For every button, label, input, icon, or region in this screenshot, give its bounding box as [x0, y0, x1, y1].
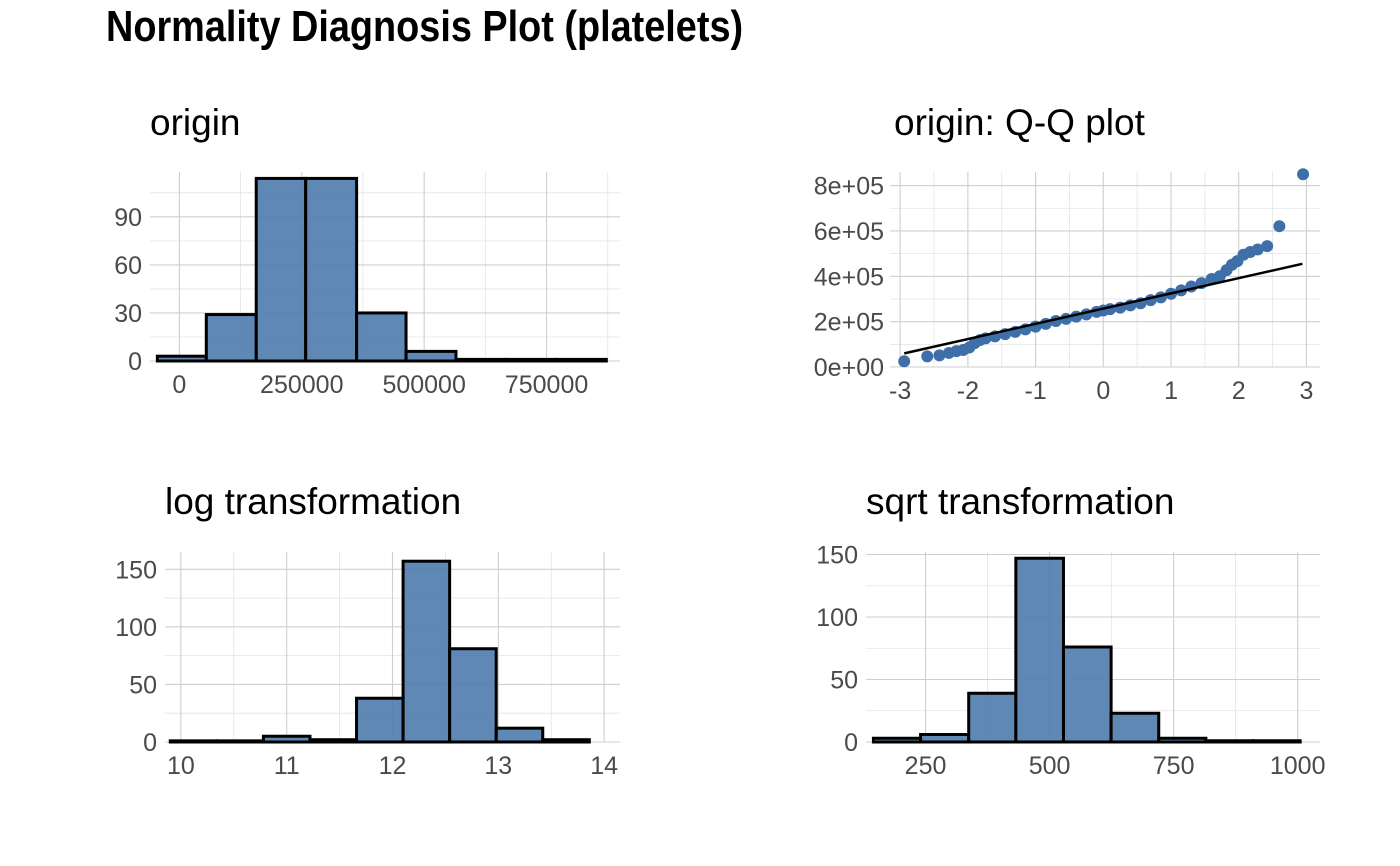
sqrt-y-tick-label: 0 [844, 729, 858, 757]
origin-histogram-bar [155, 354, 208, 363]
origin-histogram-bar [304, 176, 359, 363]
sqrt-histogram-bar [967, 691, 1018, 744]
panel-log-histogram: log transformation 10 11 12 13 14 0 50 100 150 [115, 481, 620, 780]
origin-x-tick-label: 250000 [260, 371, 343, 399]
qq-y-tick-label: 8e+05 [814, 173, 884, 201]
sqrt-histogram-bar [1204, 739, 1255, 744]
log-x-tick-label: 11 [274, 752, 300, 780]
origin-histogram-bar [504, 357, 558, 363]
log-y-tick-label: 150 [115, 556, 157, 584]
qq-y-tick-label: 4e+05 [814, 263, 884, 291]
log-x-tick-label: 12 [379, 752, 407, 780]
log-histogram-bar [308, 738, 359, 744]
sqrt-histogram-bar [1157, 736, 1208, 744]
origin-histogram-bar [554, 357, 608, 363]
origin-histogram-bar [355, 311, 408, 363]
qq-point [933, 349, 946, 362]
qq-x-tick-label: 1 [1164, 377, 1178, 405]
qq-grid [890, 172, 1320, 368]
log-y-tick-label: 100 [115, 614, 157, 642]
panel-title-origin: origin [150, 102, 241, 143]
page-title: Normality Diagnosis Plot (platelets) [106, 2, 744, 51]
panel-qq-plot: origin: Q-Q plot -3 -2 -1 0 1 2 3 0e+00 2e+05 4e+… [814, 102, 1320, 405]
log-x-tick-label: 10 [167, 752, 195, 780]
sqrt-bars [871, 556, 1302, 744]
qq-x-tick-label: 3 [1300, 377, 1314, 405]
origin-y-tick-label: 60 [114, 252, 142, 280]
sqrt-y-tick-label: 50 [830, 667, 858, 695]
qq-x-tick-label: -3 [889, 377, 911, 405]
origin-y-tick-label: 90 [114, 204, 142, 232]
panel-sqrt-histogram: sqrt transformation 250 500 750 1000 0 50 100 1… [816, 481, 1325, 780]
origin-histogram-bar [454, 357, 508, 363]
sqrt-histogram-bar [919, 733, 971, 744]
qq-y-tick-label: 6e+05 [814, 218, 884, 246]
log-histogram-bar [541, 738, 591, 744]
log-histogram-bar [215, 739, 265, 744]
qq-x-tick-label: -2 [957, 377, 979, 405]
sqrt-grid [866, 552, 1320, 743]
origin-y-tick-label: 0 [128, 348, 142, 376]
origin-x-tick-label: 0 [172, 371, 186, 399]
log-histogram-bar [401, 559, 452, 744]
qq-y-tick-label: 0e+00 [814, 354, 884, 382]
sqrt-x-tick-label: 1000 [1270, 752, 1326, 780]
log-histogram-bar [494, 726, 545, 744]
log-y-tick-label: 0 [143, 729, 157, 757]
sqrt-histogram-bar [1251, 739, 1302, 744]
qq-point [898, 355, 911, 368]
sqrt-histogram-bar [1014, 556, 1065, 744]
log-x-tick-label: 14 [590, 752, 618, 780]
origin-bars [155, 176, 608, 363]
qq-reference-line [903, 262, 1303, 355]
panel-origin-histogram: origin 0 250000 500000 750000 0 30 60 90 [114, 102, 620, 399]
log-bars [168, 559, 591, 744]
qq-x-tick-label: -1 [1024, 377, 1046, 405]
qq-point [1273, 220, 1286, 233]
sqrt-x-tick-label: 250 [905, 752, 947, 780]
log-histogram-bar [448, 647, 498, 744]
sqrt-y-tick-label: 150 [816, 542, 858, 570]
origin-histogram-bar [404, 349, 458, 363]
sqrt-y-tick-label: 100 [816, 604, 858, 632]
origin-histogram-bar [254, 176, 308, 363]
panel-title-sqrt: sqrt transformation [866, 481, 1174, 522]
panel-title-log: log transformation [165, 481, 461, 522]
log-x-tick-label: 13 [484, 752, 512, 780]
log-histogram-bar [261, 734, 312, 744]
origin-histogram-bar [204, 313, 258, 363]
qq-point [1261, 240, 1274, 253]
log-y-tick-label: 50 [129, 671, 157, 699]
sqrt-histogram-bar [1061, 645, 1113, 744]
origin-x-tick-label: 500000 [382, 371, 465, 399]
sqrt-histogram-bar [871, 736, 923, 744]
panel-title-qq-plot: origin: Q-Q plot [894, 102, 1146, 143]
qq-point [1297, 168, 1310, 181]
sqrt-histogram-bar [1109, 711, 1161, 744]
log-histogram-bar [355, 696, 405, 744]
qq-point [1251, 243, 1264, 256]
origin-x-tick-label: 750000 [505, 371, 588, 399]
sqrt-x-tick-label: 500 [1029, 752, 1071, 780]
qq-y-tick-label: 2e+05 [814, 309, 884, 337]
qq-x-tick-label: 2 [1232, 377, 1246, 405]
origin-y-tick-label: 30 [114, 300, 142, 328]
qq-x-tick-label: 0 [1096, 377, 1110, 405]
sqrt-x-tick-label: 750 [1153, 752, 1195, 780]
log-histogram-bar [168, 739, 219, 744]
qq-point [921, 350, 934, 363]
